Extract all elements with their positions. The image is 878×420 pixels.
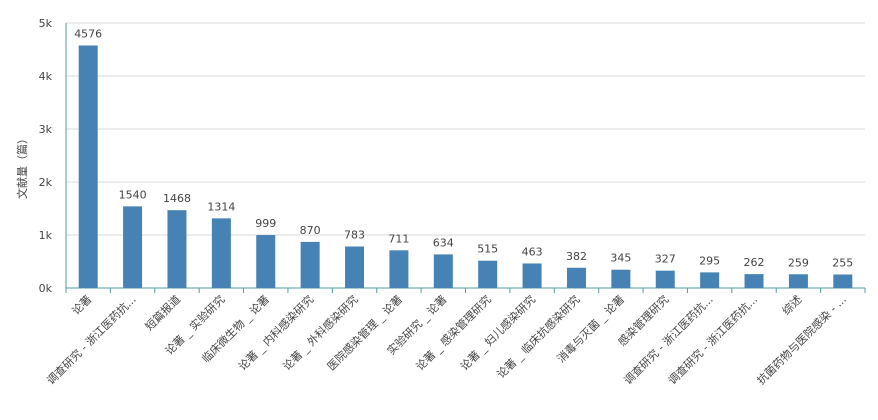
bar [655, 270, 675, 288]
y-tick-label: 1k [39, 229, 53, 242]
bar [744, 274, 764, 288]
data-label: 999 [255, 217, 276, 230]
data-label: 783 [344, 229, 365, 242]
x-tick-label: 论著 _ 内科感染研究 [235, 292, 316, 373]
x-tick-label: 论著 _ 妇儿感染研究 [457, 292, 538, 373]
x-tick-label: 调查研究 - 浙江医药抗... [44, 292, 139, 387]
y-tick-label: 4k [39, 70, 53, 83]
bar [566, 267, 586, 288]
x-tick-label: 论著 _ 临床抗感染研究 [494, 292, 583, 381]
data-label: 634 [433, 236, 454, 249]
bar [833, 274, 853, 288]
x-tick-label: 综述 [779, 292, 804, 317]
x-tick-label: 短篇报道 [142, 292, 183, 333]
bar [788, 274, 808, 288]
data-label: 463 [522, 245, 543, 258]
data-label: 515 [477, 243, 498, 256]
bar [700, 272, 720, 288]
data-label: 1468 [163, 192, 191, 205]
y-axis-label: 文献量（篇） [15, 133, 29, 199]
bar [433, 254, 453, 288]
bar [389, 250, 409, 288]
bars [78, 45, 853, 288]
data-label: 711 [388, 232, 409, 245]
x-tick-label: 论著 _ 感染管理研究 [413, 292, 494, 373]
bar [478, 260, 498, 288]
bar [211, 218, 231, 288]
data-labels: 4576 1540 1468 1314 999 870 783 711 634 515 463 382… [74, 27, 853, 269]
x-tick-label: 抗菌药物与医院感染 - ... [754, 292, 849, 387]
bar [167, 210, 187, 288]
x-tick-label: 调查研究 - 浙江医药抗... [621, 292, 716, 387]
data-label: 4576 [74, 27, 102, 40]
axes [65, 23, 866, 293]
y-tick-label: 0k [39, 282, 53, 295]
x-tick-label: 调查研究 - 浙江医药抗... [665, 292, 760, 387]
x-tick-label: 论著 [69, 292, 94, 317]
bar [78, 45, 98, 288]
data-label: 382 [566, 250, 587, 263]
data-label: 327 [655, 253, 676, 266]
grid-lines [66, 22, 865, 236]
bar [256, 235, 276, 288]
data-label: 255 [832, 256, 853, 269]
data-label: 259 [788, 256, 809, 269]
data-label: 1540 [119, 188, 147, 201]
y-tick-label: 5k [39, 17, 53, 30]
bar [611, 269, 631, 288]
y-tick-labels: 0k 1k 2k 3k 4k 5k [39, 17, 53, 295]
bar [522, 263, 542, 288]
data-label: 870 [300, 224, 321, 237]
data-label: 1314 [207, 200, 235, 213]
data-label: 345 [610, 252, 631, 265]
y-tick-label: 2k [39, 176, 53, 189]
x-tick-label: 论著 _ 外科感染研究 [280, 292, 361, 373]
x-tick-label: 医院感染管理 _ 论著 [324, 292, 405, 373]
y-tick-label: 3k [39, 123, 53, 136]
bar [123, 206, 143, 288]
data-label: 262 [744, 256, 765, 269]
bar [345, 246, 365, 288]
bar [300, 241, 320, 288]
data-label: 295 [699, 254, 720, 267]
